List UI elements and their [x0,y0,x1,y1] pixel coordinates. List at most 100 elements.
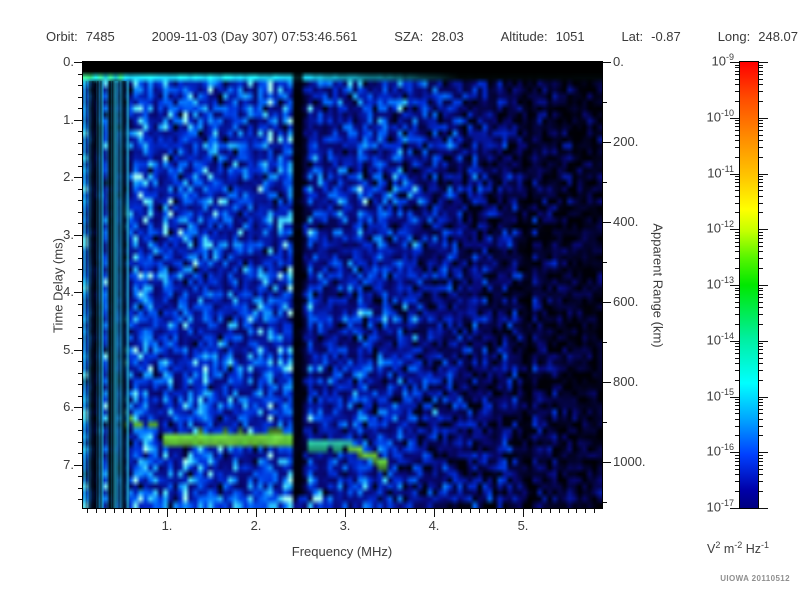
tick-mark [735,238,740,239]
tick-mark [78,212,83,213]
tick-mark [735,65,740,66]
colorbar-unit-label: V2 m-2 Hz-1 [706,540,770,557]
tick-mark [730,397,740,398]
tick-mark [78,108,83,109]
tick-mark [758,491,763,492]
tick-mark [735,101,740,102]
tick-mark [735,370,740,371]
tick-mark [594,508,595,513]
tick-mark [602,262,607,263]
tick-mark [78,281,83,282]
colorbar [740,62,758,508]
tick-mark [758,435,763,436]
tick-mark [327,508,328,513]
tick-mark [602,102,607,103]
colorbar-tick-label: 10-16 [706,442,734,459]
frequency-tick-label: 4. [428,518,440,533]
tick-mark [735,314,740,315]
apparent-range-tick-label: 0. [613,54,624,69]
tick-mark [730,174,740,175]
tick-mark [123,508,124,513]
tick-mark [735,79,740,80]
tick-mark [758,426,763,427]
tick-mark [758,413,763,414]
tick-mark [363,508,364,513]
tick-mark [78,154,83,155]
tick-mark [78,143,83,144]
tick-mark [735,242,740,243]
tick-mark [354,508,355,513]
tick-mark [735,399,740,400]
tick-mark [78,97,83,98]
tick-mark [758,461,763,462]
tick-mark [602,222,611,223]
tick-mark [735,363,740,364]
tick-mark [758,353,763,354]
tick-mark [758,380,763,381]
tick-mark [758,358,763,359]
tick-mark [78,189,83,190]
tick-mark [758,268,763,269]
tick-mark [735,251,740,252]
tick-mark [758,147,763,148]
colorbar-border [739,61,759,509]
tick-mark [735,405,740,406]
time-delay-tick-label: 1. [63,112,74,127]
tick-mark [78,85,83,86]
tick-mark [735,84,740,85]
tick-mark [735,196,740,197]
tick-mark [568,508,569,513]
tick-mark [758,140,763,141]
tick-mark [461,508,462,513]
tick-mark [74,235,83,236]
tick-mark [758,196,763,197]
tick-mark [758,246,763,247]
tick-mark [758,452,768,453]
tick-mark [758,349,763,350]
tick-mark [74,177,83,178]
tick-mark [479,508,480,513]
tick-mark [345,508,346,517]
tick-mark [434,508,435,517]
time-delay-tick-label: 5. [63,342,74,357]
tick-mark [735,258,740,259]
tick-mark [514,508,515,513]
tick-mark [78,430,83,431]
header-item-0: Orbit: 7485 [46,29,115,44]
x-axis-title: Frequency (MHz) [291,544,393,559]
tick-mark [78,499,83,500]
tick-mark [602,462,611,463]
tick-mark [735,176,740,177]
tick-mark [758,402,763,403]
tick-mark [585,508,586,513]
tick-mark [758,397,768,398]
tick-mark [559,508,560,513]
tick-mark [758,458,763,459]
frequency-tick-label: 2. [250,518,262,533]
tick-mark [301,508,302,513]
tick-mark [523,508,524,517]
tick-mark [96,508,97,513]
tick-mark [758,508,768,509]
tick-mark [758,84,763,85]
tick-mark [602,502,607,503]
tick-mark [78,246,83,247]
tick-mark [735,353,740,354]
header-item-3: Altitude: 1051 [500,29,585,44]
tick-mark [167,508,168,517]
tick-mark [735,212,740,213]
tick-mark [602,422,607,423]
tick-mark [78,258,83,259]
tick-mark [735,465,740,466]
tick-mark [758,341,768,342]
colorbar-tick-label: 10-11 [707,164,734,181]
time-delay-tick-label: 0. [63,54,74,69]
tick-mark [78,396,83,397]
tick-mark [758,176,763,177]
tick-mark [505,508,506,513]
tick-mark [265,508,266,513]
tick-mark [758,324,763,325]
tick-mark [735,402,740,403]
tick-mark [78,200,83,201]
tick-mark [185,508,186,513]
